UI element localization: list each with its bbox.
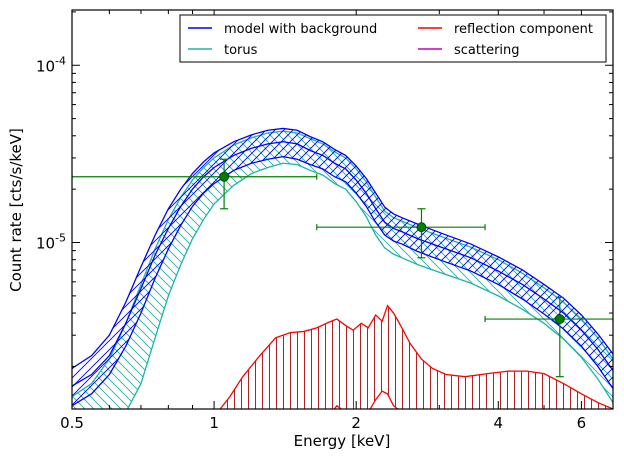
x-tick-label: 0.5 xyxy=(60,414,84,432)
legend-label: torus xyxy=(224,43,258,58)
legend-entry-1: model with background xyxy=(188,22,377,37)
data-point-2 xyxy=(316,208,486,259)
data-point-1 xyxy=(72,158,318,210)
y-tick-exponent: -5 xyxy=(55,232,66,245)
y-axis-label: Count rate [cts/s/keV] xyxy=(7,128,25,292)
y-tick-base: 10 xyxy=(36,235,55,253)
y-tick-label: 10-5 xyxy=(36,232,66,253)
reflection-lower-line xyxy=(333,390,399,409)
x-tick-label: 4 xyxy=(494,414,504,432)
axes-frame xyxy=(71,9,614,410)
legend-label: scattering xyxy=(454,43,520,58)
x-axis-label: Energy [keV] xyxy=(294,432,391,450)
model-lower-line xyxy=(72,156,613,407)
legend-entry-2: reflection component xyxy=(418,22,593,37)
legend: model with background reflection componen… xyxy=(179,14,607,63)
reflection-band xyxy=(220,305,613,409)
y-tick-exponent: -4 xyxy=(55,54,66,67)
legend-label: model with background xyxy=(224,22,377,37)
y-tick-label: 10-4 xyxy=(36,54,66,75)
data-marker xyxy=(554,314,565,324)
torus-band xyxy=(72,131,613,409)
plot-area xyxy=(72,127,613,409)
model-band xyxy=(72,128,613,406)
data-marker xyxy=(219,171,229,182)
model-mid-line xyxy=(72,141,613,387)
legend-entry-4: scattering xyxy=(418,43,520,58)
y-tick-base: 10 xyxy=(36,57,55,75)
legend-label: reflection component xyxy=(454,22,593,37)
legend-box xyxy=(179,14,607,63)
axes: 0.5 1 2 4 610-510-4 xyxy=(36,9,614,432)
legend-entry-3: torus xyxy=(188,43,258,58)
model-upper-line xyxy=(72,127,613,369)
torus-lower-line xyxy=(126,162,613,409)
data-marker xyxy=(416,222,427,233)
x-tick-label: 6 xyxy=(577,414,587,432)
data-point-3 xyxy=(484,296,613,378)
x-tick-label: 2 xyxy=(351,414,361,432)
x-tick-label: 1 xyxy=(209,414,219,432)
reflection-upper-line xyxy=(219,304,613,409)
